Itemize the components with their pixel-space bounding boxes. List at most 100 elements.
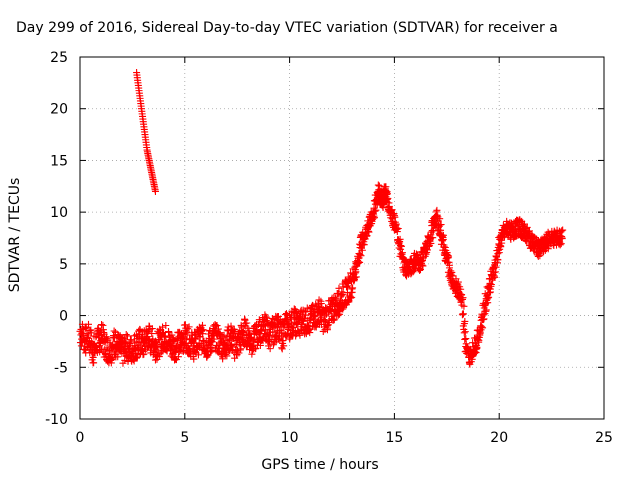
- y-tick-label: 25: [50, 50, 68, 66]
- y-tick-label: 5: [59, 257, 68, 273]
- data-point: [416, 265, 424, 273]
- data-point: [486, 289, 494, 297]
- data-point: [468, 355, 476, 363]
- data-point: [291, 306, 299, 314]
- data-point: [150, 347, 158, 355]
- data-point: [558, 234, 566, 242]
- data-point: [362, 232, 370, 240]
- data-point: [158, 348, 166, 356]
- data-point: [423, 246, 431, 254]
- y-axis-label: SDTVAR / TECUs: [7, 177, 23, 293]
- data-point: [310, 313, 318, 321]
- data-point: [185, 323, 193, 331]
- data-point: [199, 326, 207, 334]
- data-point: [416, 266, 424, 274]
- data-point: [480, 311, 488, 319]
- data-point: [261, 326, 269, 334]
- data-point: [525, 227, 533, 235]
- data-point: [98, 321, 106, 329]
- data-point: [108, 354, 116, 362]
- data-point: [396, 242, 404, 250]
- data-point: [370, 214, 378, 222]
- y-tick-label: -10: [45, 412, 68, 428]
- data-point: [140, 350, 148, 358]
- data-point: [461, 328, 469, 336]
- data-point: [78, 320, 86, 328]
- data-point: [223, 352, 231, 360]
- data-point: [478, 323, 486, 331]
- data-point: [482, 306, 490, 314]
- data-point: [339, 290, 347, 298]
- data-point: [479, 324, 487, 332]
- data-point: [100, 328, 108, 336]
- data-point: [384, 194, 392, 202]
- data-point: [208, 343, 216, 351]
- data-point: [419, 262, 427, 270]
- data-point: [394, 224, 402, 232]
- data-point: [246, 330, 254, 338]
- y-tick-label: 0: [59, 309, 68, 325]
- data-point: [356, 251, 364, 259]
- data-point: [357, 252, 365, 260]
- data-point: [254, 338, 262, 346]
- data-point: [179, 334, 187, 342]
- data-point: [122, 331, 130, 339]
- x-tick-label: 20: [490, 430, 508, 446]
- data-point: [491, 273, 499, 281]
- x-tick-label: 0: [76, 430, 85, 446]
- data-point: [336, 310, 344, 318]
- data-point: [370, 212, 378, 220]
- data-point: [493, 256, 501, 264]
- data-point: [81, 324, 89, 332]
- data-point: [436, 215, 444, 223]
- data-point: [124, 332, 132, 340]
- data-point: [348, 285, 356, 293]
- data-point: [110, 327, 118, 335]
- data-point: [494, 250, 502, 258]
- data-point: [490, 269, 498, 277]
- data-point: [170, 336, 178, 344]
- data-point: [184, 325, 192, 333]
- data-point: [243, 319, 251, 327]
- data-point: [372, 206, 380, 214]
- data-point: [111, 334, 119, 342]
- data-point: [174, 353, 182, 361]
- data-point: [203, 352, 211, 360]
- data-point: [231, 354, 239, 362]
- data-points: [76, 69, 567, 368]
- data-point: [317, 300, 325, 308]
- data-point: [556, 241, 564, 249]
- data-point: [358, 246, 366, 254]
- data-point: [398, 242, 406, 250]
- data-point: [210, 335, 218, 343]
- y-tick-label: 15: [50, 153, 68, 169]
- data-point: [266, 345, 274, 353]
- data-point: [460, 302, 468, 310]
- y-tick-label: 20: [50, 102, 68, 118]
- data-point: [245, 327, 253, 335]
- data-point: [251, 322, 259, 330]
- data-point: [289, 323, 297, 331]
- data-point: [388, 206, 396, 214]
- data-point: [213, 322, 221, 330]
- data-point: [445, 261, 453, 269]
- data-point: [444, 254, 452, 262]
- data-point: [256, 341, 264, 349]
- data-point: [227, 341, 235, 349]
- data-point: [148, 325, 156, 333]
- data-point: [330, 316, 338, 324]
- data-point: [429, 234, 437, 242]
- data-point: [335, 284, 343, 292]
- data-point: [351, 269, 359, 277]
- data-point: [279, 337, 287, 345]
- data-point: [459, 310, 467, 318]
- axis-ticks: 0 5 10 15 20 25 -10 -5 0 5 10 15 20 25: [45, 50, 613, 446]
- data-point: [396, 238, 404, 246]
- data-point: [85, 320, 93, 328]
- data-point: [189, 353, 197, 361]
- data-point: [349, 284, 357, 292]
- x-axis-label: GPS time / hours: [261, 457, 379, 473]
- data-point: [151, 356, 159, 364]
- x-tick-label: 15: [385, 430, 403, 446]
